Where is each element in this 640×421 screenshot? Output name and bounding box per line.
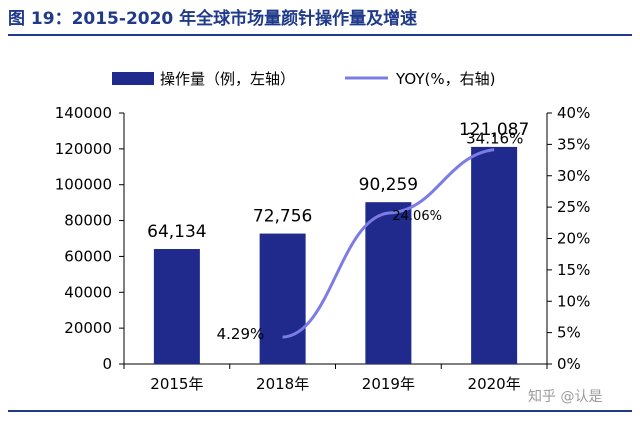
- yoy-label: 4.29%: [217, 325, 265, 343]
- y-right-tick-label: 30%: [557, 167, 590, 185]
- yoy-label: 34.16%: [466, 130, 523, 148]
- figure-title: 图 19：2015-2020 年全球市场量颜针操作量及增速: [8, 9, 418, 29]
- bar: [471, 146, 518, 364]
- y-right-tick-label: 20%: [557, 230, 590, 248]
- y-right-tick-label: 0%: [557, 355, 581, 373]
- x-tick-label: 2018年: [256, 375, 309, 393]
- legend-line-label: YOY(%，右轴): [395, 70, 495, 88]
- y-right-tick-label: 15%: [557, 261, 590, 279]
- y-left-tick-label: 120000: [55, 140, 112, 158]
- bar-label: 72,756: [253, 207, 312, 227]
- legend-bar-swatch: [112, 72, 154, 85]
- y-right-tick-label: 40%: [557, 104, 590, 122]
- bar: [365, 202, 412, 364]
- bottom-rule: [8, 410, 632, 412]
- y-right-tick-label: 10%: [557, 292, 590, 310]
- y-left-tick-label: 20000: [64, 319, 112, 337]
- y-right-tick-label: 5%: [557, 324, 581, 342]
- y-left-tick-label: 0: [102, 355, 112, 373]
- y-left-tick-label: 140000: [55, 104, 112, 122]
- y-right-tick-label: 25%: [557, 198, 590, 216]
- y-left-tick-label: 40000: [64, 283, 112, 301]
- legend-bar-label: 操作量（例，左轴）: [160, 70, 295, 88]
- x-tick-label: 2019年: [362, 375, 415, 393]
- bar: [153, 249, 200, 364]
- yoy-line: [282, 148, 495, 339]
- bar-label: 64,134: [147, 222, 206, 242]
- title-rule: [8, 34, 632, 36]
- x-tick-label: 2020年: [468, 375, 521, 393]
- y-left-tick-label: 100000: [55, 176, 112, 194]
- bar-label: 121,087: [459, 120, 529, 140]
- bar: [259, 233, 306, 364]
- bar-label: 90,259: [359, 175, 418, 195]
- x-tick-label: 2015年: [150, 375, 203, 393]
- y-left-tick-label: 60000: [64, 247, 112, 265]
- y-right-tick-label: 35%: [557, 135, 590, 153]
- y-left-tick-label: 80000: [64, 212, 112, 230]
- watermark: 知乎 @认是: [528, 389, 603, 405]
- yoy-label: 24.06%: [392, 209, 442, 224]
